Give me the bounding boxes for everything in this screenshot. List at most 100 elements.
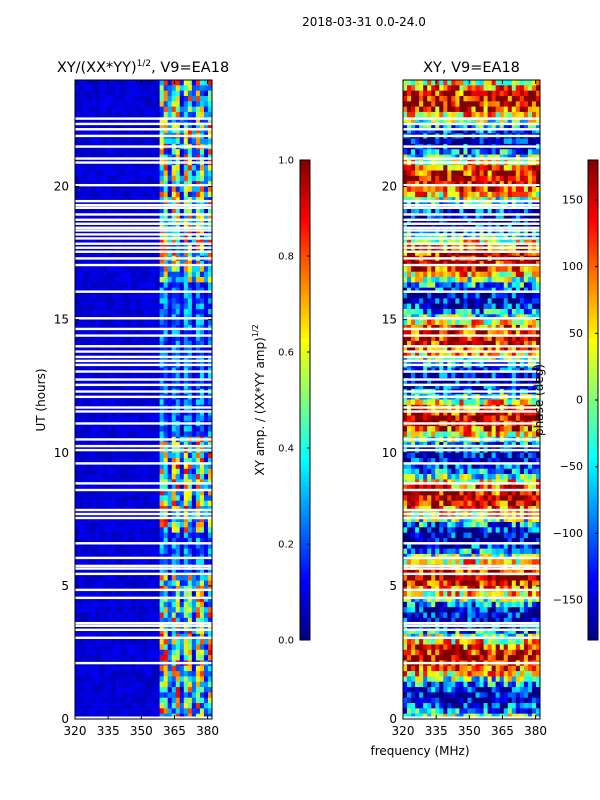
heatmap-cell — [159, 293, 165, 299]
heatmap-cell — [131, 372, 136, 379]
heatmap-cell — [95, 277, 100, 283]
heatmap-cell — [415, 127, 420, 134]
heatmap-cell — [147, 319, 152, 326]
heatmap-cell — [207, 335, 213, 342]
heatmap-cell — [159, 575, 165, 581]
heatmap-cell — [531, 175, 537, 182]
heatmap-cell — [83, 596, 88, 603]
heatmap-cell — [207, 617, 213, 624]
heatmap-cell — [87, 101, 92, 108]
heatmap-cell — [143, 218, 148, 225]
heatmap-cell — [179, 175, 185, 182]
heatmap-cell — [143, 671, 148, 677]
heatmap-cell — [523, 117, 529, 124]
heatmap-cell — [91, 495, 96, 502]
heatmap-cell — [175, 463, 181, 470]
heatmap-cell — [155, 90, 161, 97]
heatmap-cell — [435, 111, 440, 118]
heatmap-cell — [187, 521, 193, 528]
heatmap-cell — [195, 644, 201, 651]
heatmap-cell — [87, 575, 92, 581]
heatmap-cell — [195, 127, 201, 134]
heatmap-cell — [175, 655, 181, 661]
plot-frame — [74, 79, 213, 720]
heatmap-cell — [463, 175, 468, 182]
heatmap-cell — [203, 431, 209, 438]
heatmap-cell — [167, 580, 173, 587]
colorbar-segment — [300, 524, 310, 531]
heatmap-cell — [199, 218, 205, 225]
heatmap-cell — [203, 95, 209, 102]
heatmap-cell — [483, 95, 489, 102]
heatmap-cell — [535, 80, 541, 86]
heatmap-cell — [203, 681, 209, 688]
heatmap-cell — [163, 495, 169, 502]
heatmap-cell — [151, 676, 156, 683]
heatmap-cell — [139, 468, 144, 475]
heatmap-cell — [179, 213, 185, 219]
heatmap-cell — [471, 117, 476, 124]
heatmap-cell — [135, 516, 140, 523]
heatmap-cell — [79, 628, 84, 635]
heatmap-cell — [415, 90, 420, 97]
heatmap-cell — [191, 399, 197, 406]
heatmap-cell — [199, 639, 205, 645]
heatmap-cell — [191, 85, 197, 92]
heatmap-cell — [451, 106, 456, 113]
heatmap-cell — [419, 117, 424, 124]
heatmap-cell — [495, 101, 501, 108]
heatmap-cell — [123, 165, 128, 171]
heatmap-cell — [143, 458, 148, 464]
heatmap-cell — [175, 277, 181, 283]
heatmap-cell — [515, 127, 521, 134]
heatmap-cell — [191, 122, 197, 129]
heatmap-cell — [463, 85, 468, 92]
heatmap-cell — [91, 378, 96, 384]
heatmap-cell — [191, 649, 197, 656]
heatmap-cell — [155, 537, 161, 544]
heatmap-cell — [163, 165, 169, 171]
colorbar-segment — [300, 472, 310, 478]
heatmap-cell — [203, 644, 209, 651]
heatmap-cell — [195, 399, 201, 406]
heatmap-cell — [459, 117, 464, 124]
heatmap-cell — [155, 106, 161, 113]
heatmap-cell — [159, 111, 165, 118]
heatmap-cell — [171, 559, 177, 565]
heatmap-cell — [83, 495, 88, 502]
heatmap-cell — [191, 335, 197, 342]
heatmap-cell — [99, 293, 104, 299]
heatmap-cell — [131, 458, 136, 464]
heatmap-cell — [175, 521, 181, 528]
heatmap-cell — [107, 516, 112, 523]
heatmap-cell — [183, 90, 189, 97]
colorbar-segment — [300, 294, 310, 300]
heatmap-cell — [159, 372, 165, 379]
heatmap-cell — [135, 378, 140, 384]
heatmap-cell — [523, 85, 529, 92]
heatmap-cell — [143, 527, 148, 534]
heatmap-cell — [159, 543, 165, 550]
heatmap-cell — [191, 351, 197, 358]
heatmap-cell — [423, 95, 428, 102]
heatmap-cell — [143, 271, 148, 278]
heatmap-cell — [115, 703, 120, 709]
heatmap-cell — [495, 111, 501, 118]
heatmap-cell — [95, 639, 100, 645]
heatmap-cell — [479, 186, 484, 193]
heatmap-cell — [203, 372, 209, 379]
colorbar-segment — [300, 592, 310, 598]
heatmap-cell — [147, 308, 152, 315]
heatmap-cell — [171, 319, 177, 326]
heatmap-cell — [151, 170, 156, 177]
heatmap-cell — [207, 122, 213, 129]
heatmap-cell — [163, 372, 169, 379]
heatmap-cell — [167, 175, 173, 182]
heatmap-cell — [119, 298, 124, 305]
heatmap-cell — [187, 106, 193, 113]
heatmap-cell — [195, 383, 201, 390]
heatmap-cell — [167, 80, 173, 86]
heatmap-cell — [207, 111, 213, 118]
heatmap-cell — [199, 474, 205, 480]
heatmap-cell — [123, 692, 128, 699]
